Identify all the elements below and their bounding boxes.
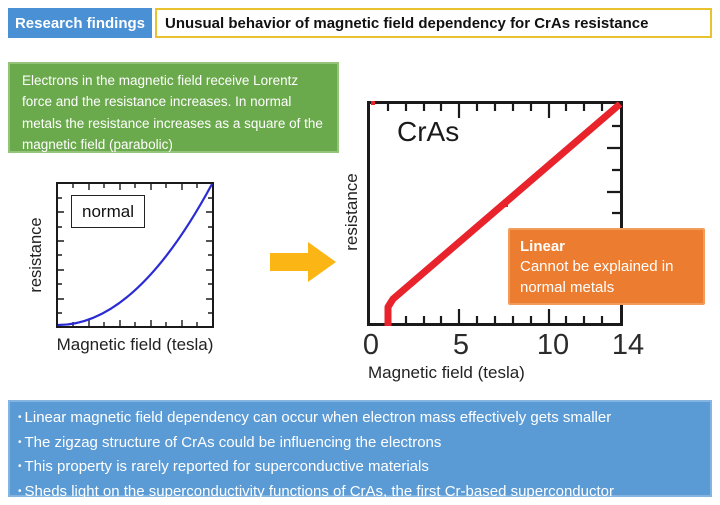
conclusion-bullet: • The zigzag structure of CrAs could be … xyxy=(18,432,702,457)
linear-callout: Linear Cannot be explained in normal met… xyxy=(508,228,705,305)
bullet-dot-icon: • xyxy=(18,432,22,455)
right-chart-xlabel: Magnetic field (tesla) xyxy=(368,363,525,383)
outlier-marker xyxy=(503,202,508,207)
conclusion-bullet: • This property is rarely reported for s… xyxy=(18,456,702,481)
callout-heading: Linear xyxy=(520,237,693,257)
right-arrow-icon xyxy=(270,240,338,284)
corner-red-mark xyxy=(371,101,375,105)
normal-annotation: normal xyxy=(71,195,145,228)
callout-body: Cannot be explained in normal metals xyxy=(520,257,693,298)
bullet-dot-icon: • xyxy=(18,481,22,504)
conclusion-bullet: • Sheds light on the superconductivity f… xyxy=(18,481,702,505)
left-chart-xlabel: Magnetic field (tesla) xyxy=(56,335,214,355)
bullet-dot-icon: • xyxy=(18,407,22,430)
bullet-dot-icon: • xyxy=(18,456,22,479)
xtick-0: 0 xyxy=(356,329,386,363)
conclusions-box: • Linear magnetic field dependency can o… xyxy=(8,400,712,497)
conclusion-bullet: • Linear magnetic field dependency can o… xyxy=(18,407,702,432)
left-chart-ylabel: resistance xyxy=(27,195,45,315)
conclusion-text: This property is rarely reported for sup… xyxy=(25,456,429,479)
conclusion-text: Linear magnetic field dependency can occ… xyxy=(25,407,612,430)
conclusion-text: The zigzag structure of CrAs could be in… xyxy=(25,432,442,455)
explanation-box: Electrons in the magnetic field receive … xyxy=(8,62,339,153)
xtick-5: 5 xyxy=(446,329,476,363)
xtick-14: 14 xyxy=(606,329,650,363)
page-title: Unusual behavior of magnetic field depen… xyxy=(155,8,712,38)
header-tag: Research findings xyxy=(8,8,152,38)
right-chart-ylabel: resistance xyxy=(342,152,360,272)
conclusion-text: Sheds light on the superconductivity fun… xyxy=(25,481,614,504)
cras-annotation: CrAs xyxy=(397,116,459,148)
xtick-10: 10 xyxy=(531,329,575,363)
